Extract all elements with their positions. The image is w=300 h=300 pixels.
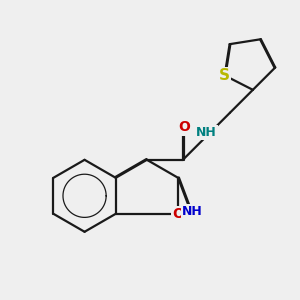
Text: O: O bbox=[178, 120, 190, 134]
Text: O: O bbox=[172, 207, 184, 221]
Text: S: S bbox=[219, 68, 230, 83]
Text: NH: NH bbox=[196, 126, 217, 139]
Text: NH: NH bbox=[182, 205, 202, 218]
